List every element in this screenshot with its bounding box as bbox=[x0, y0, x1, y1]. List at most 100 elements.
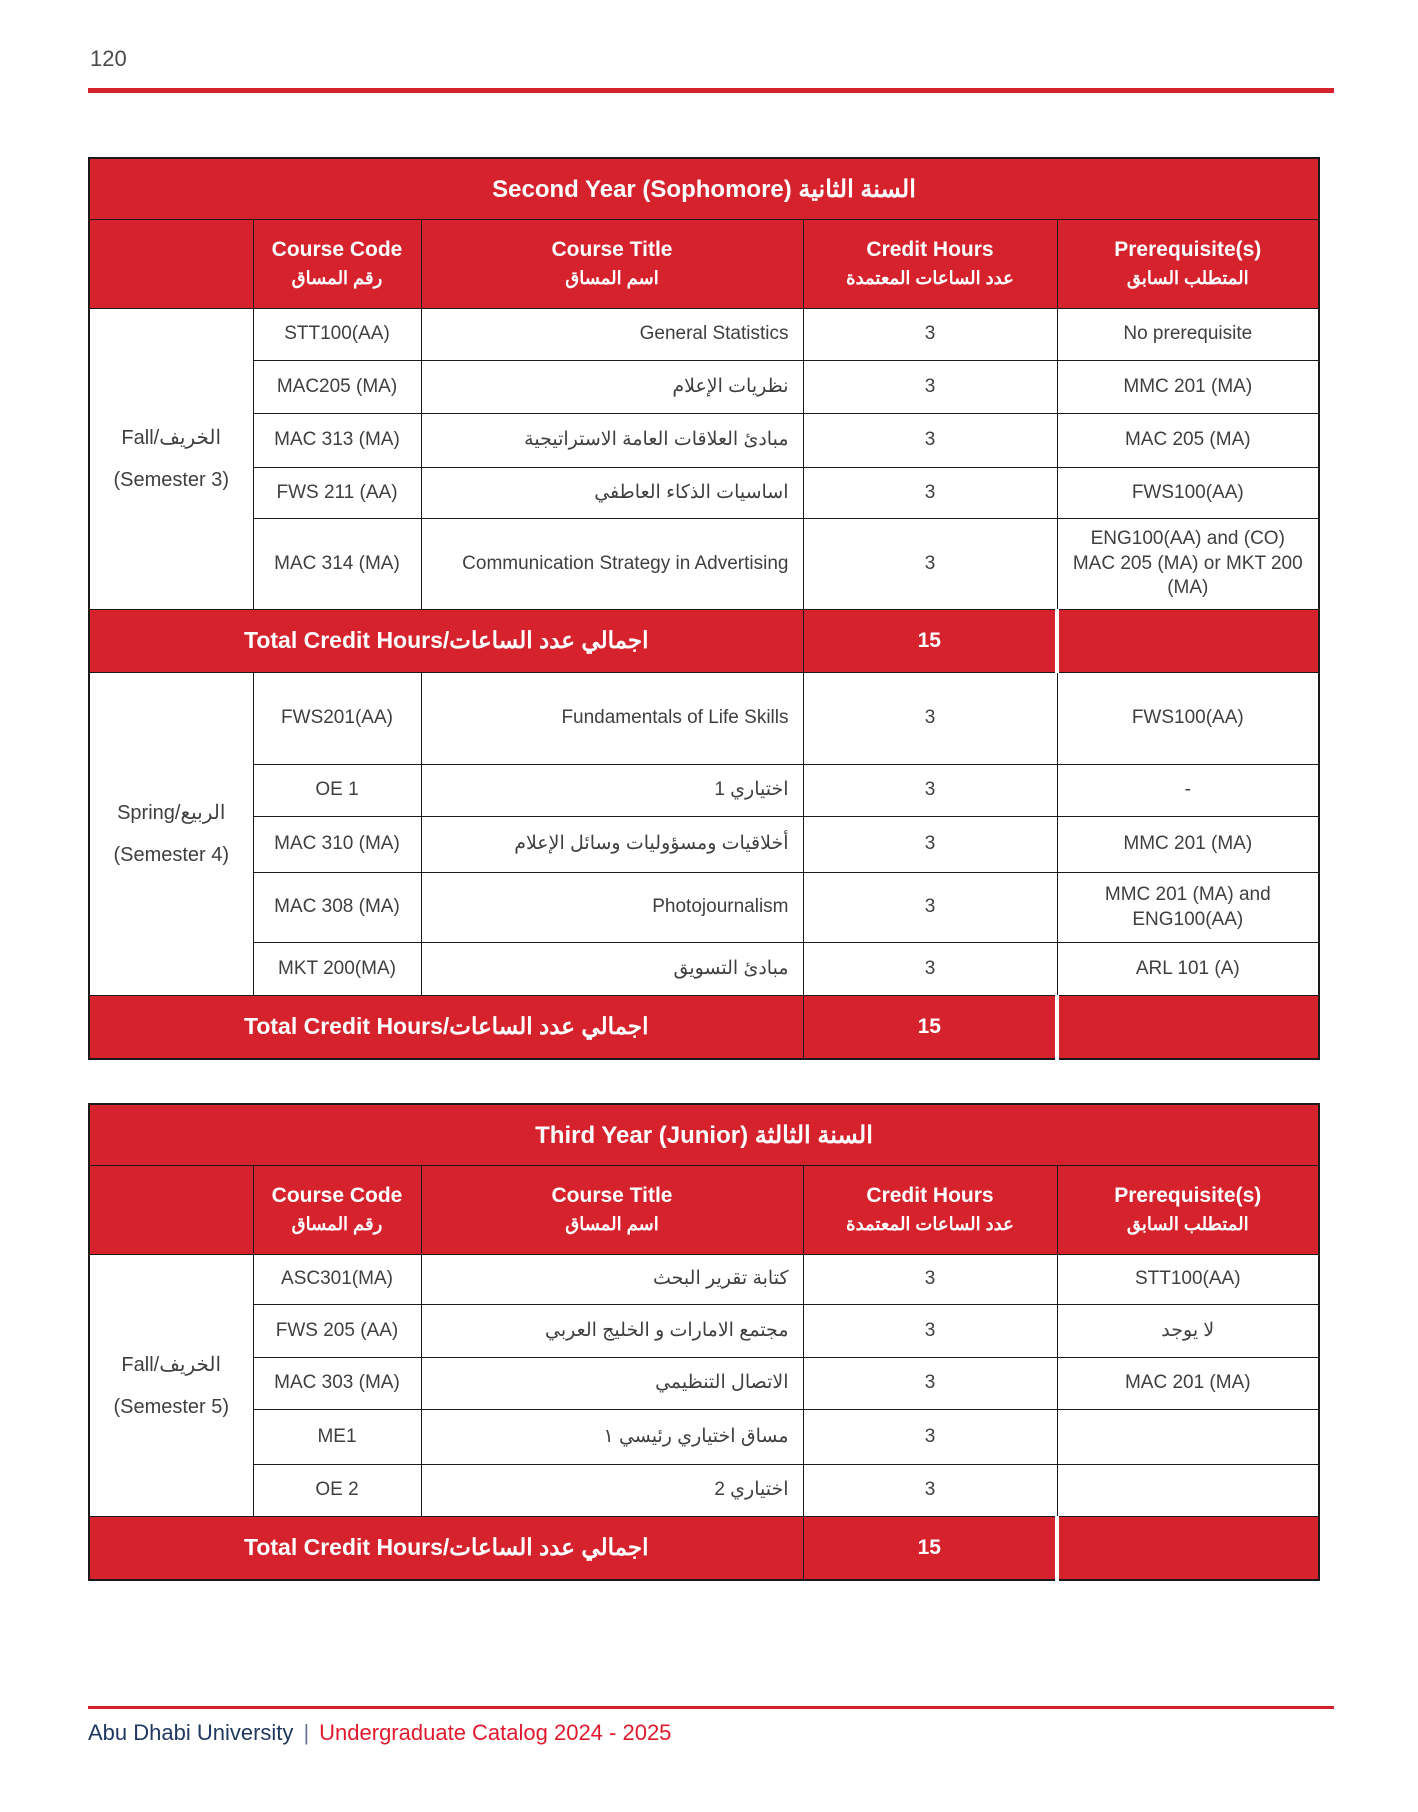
prerequisite-cell: ENG100(AA) and (CO) MAC 205 (MA) or MKT … bbox=[1056, 518, 1320, 610]
page-number: 120 bbox=[90, 46, 127, 71]
course-code-header-en: Course Code bbox=[271, 238, 403, 262]
top-rule-divider bbox=[88, 88, 1334, 93]
table-row: Fall/الخريف (Semester 3) STT100(AA) Gene… bbox=[88, 308, 1320, 610]
course-code-header-en: Course Code bbox=[271, 1184, 403, 1208]
course-title-cell: الاتصال التنظيمي bbox=[420, 1357, 804, 1410]
course-code-cell: MAC205 (MA) bbox=[252, 360, 422, 414]
course-title-header-ar: اسم المساق bbox=[565, 268, 659, 289]
second-year-table-title: Second Year (Sophomore) السنة الثانية bbox=[88, 157, 1320, 220]
course-title-cell: نظريات الإعلام bbox=[420, 360, 804, 414]
second-year-title-row: Second Year (Sophomore) السنة الثانية bbox=[88, 157, 1320, 220]
tables-area: Second Year (Sophomore) السنة الثانية Co… bbox=[88, 157, 1321, 1581]
semester-sublabel: (Semester 5) bbox=[113, 1395, 230, 1418]
table-row: MAC 310 (MA) أخلاقيات ومسؤوليات وسائل ال… bbox=[89, 816, 1320, 873]
credit-hours-cell: 3 bbox=[802, 1254, 1058, 1305]
course-title-cell: General Statistics bbox=[420, 308, 804, 361]
course-code-cell: OE 2 bbox=[252, 1464, 422, 1517]
course-code-header-ar: رقم المساق bbox=[291, 268, 383, 289]
course-title-cell: مبادئ التسويق bbox=[420, 942, 804, 996]
table-row: Fall/الخريف (Semester 5) ASC301(MA) كتاب… bbox=[88, 1254, 1320, 1517]
semester-sublabel: (Semester 4) bbox=[113, 844, 230, 866]
course-code-cell: FWS 205 (AA) bbox=[252, 1304, 422, 1358]
course-code-cell: MAC 314 (MA) bbox=[252, 518, 422, 610]
credit-hours-cell: 3 bbox=[802, 1409, 1058, 1465]
semester-cell-fall-3: Fall/الخريف (Semester 3) bbox=[88, 308, 254, 610]
course-title-header-en: Course Title bbox=[551, 1184, 673, 1208]
table-row: ME1 مساق اختياري رئيسي ١ 3 bbox=[89, 1409, 1320, 1465]
second-year-table: Second Year (Sophomore) السنة الثانية Co… bbox=[88, 157, 1321, 1060]
prerequisite-cell: MAC 205 (MA) bbox=[1056, 413, 1320, 468]
prerequisite-cell: No prerequisite bbox=[1056, 308, 1320, 361]
footer-catalog: Undergraduate Catalog 2024 - 2025 bbox=[319, 1720, 672, 1745]
course-title-cell: اختياري 1 bbox=[420, 764, 804, 817]
prerequisite-cell bbox=[1056, 1464, 1320, 1517]
total-credit-hours-value: 15 bbox=[802, 995, 1058, 1060]
table-row: MAC 313 (MA) مبادئ العلاقات العامة الاست… bbox=[89, 413, 1320, 468]
course-title-cell: Photojournalism bbox=[420, 872, 804, 943]
course-title-cell: اختياري 2 bbox=[420, 1464, 804, 1517]
credit-hours-cell: 3 bbox=[802, 764, 1058, 817]
footer-rule-divider bbox=[88, 1706, 1334, 1709]
page-footer: Abu Dhabi University | Undergraduate Catal… bbox=[88, 1720, 671, 1746]
total-empty-cell bbox=[1054, 995, 1320, 1060]
credit-hours-cell: 3 bbox=[802, 672, 1058, 765]
prerequisites-header-en: Prerequisite(s) bbox=[1114, 1184, 1262, 1208]
course-title-cell: كتابة تقرير البحث bbox=[420, 1254, 804, 1305]
total-empty-cell bbox=[1054, 609, 1320, 673]
column-header-course-code: Course Code رقم المساق bbox=[252, 219, 422, 309]
prerequisite-cell: MMC 201 (MA) and ENG100(AA) bbox=[1056, 872, 1320, 943]
semester-sublabel: (Semester 3) bbox=[113, 469, 230, 491]
credit-hours-cell: 3 bbox=[802, 413, 1058, 468]
course-code-cell: MKT 200(MA) bbox=[252, 942, 422, 996]
course-code-cell: ME1 bbox=[252, 1409, 422, 1465]
credit-hours-cell: 3 bbox=[802, 1464, 1058, 1517]
table-row: FWS 205 (AA) مجتمع الامارات و الخليج الع… bbox=[89, 1304, 1320, 1358]
third-year-title-row: Third Year (Junior) السنة الثالثة bbox=[88, 1103, 1320, 1166]
course-code-cell: MAC 308 (MA) bbox=[252, 872, 422, 943]
prerequisite-cell: ARL 101 (A) bbox=[1056, 942, 1320, 996]
credit-hours-cell: 3 bbox=[802, 872, 1058, 943]
prerequisite-cell: لا يوجد bbox=[1056, 1304, 1320, 1358]
third-year-table: Third Year (Junior) السنة الثالثة Course… bbox=[88, 1103, 1321, 1581]
credit-hours-cell: 3 bbox=[802, 942, 1058, 996]
column-header-prerequisites: Prerequisite(s) المتطلب السابق bbox=[1056, 219, 1320, 309]
course-title-cell: Communication Strategy in Advertising bbox=[420, 518, 804, 610]
course-title-header-ar: اسم المساق bbox=[565, 1214, 659, 1235]
total-row-fall-3: Total Credit Hours/اجمالي عدد الساعات 15 bbox=[88, 609, 1320, 673]
total-credit-hours-value: 15 bbox=[802, 1516, 1058, 1581]
total-credit-hours-label: Total Credit Hours/اجمالي عدد الساعات bbox=[88, 609, 804, 673]
semester-label: Spring/الربيع bbox=[117, 802, 226, 824]
semester-label: Fall/الخريف bbox=[121, 427, 222, 449]
course-code-cell: MAC 313 (MA) bbox=[252, 413, 422, 468]
prerequisite-cell bbox=[1056, 1409, 1320, 1465]
credit-hours-cell: 3 bbox=[802, 360, 1058, 414]
course-code-cell: OE 1 bbox=[252, 764, 422, 817]
course-title-cell: اساسيات الذكاء العاطفي bbox=[420, 467, 804, 519]
course-code-cell: MAC 310 (MA) bbox=[252, 816, 422, 873]
total-empty-cell bbox=[1054, 1516, 1320, 1581]
prerequisite-cell: MAC 201 (MA) bbox=[1056, 1357, 1320, 1410]
table-row: MAC 314 (MA) Communication Strategy in A… bbox=[89, 518, 1320, 610]
table-row: MAC 308 (MA) Photojournalism 3 MMC 201 (… bbox=[89, 872, 1320, 943]
column-header-course-title: Course Title اسم المساق bbox=[420, 1165, 804, 1255]
table-row: MAC205 (MA) نظريات الإعلام 3 MMC 201 (MA… bbox=[89, 360, 1320, 414]
column-header-course-code: Course Code رقم المساق bbox=[252, 1165, 422, 1255]
semester-cell-spring-4: Spring/الربيع (Semester 4) bbox=[88, 672, 254, 996]
course-code-cell: FWS201(AA) bbox=[252, 672, 422, 765]
credit-hours-header-en: Credit Hours bbox=[866, 1184, 994, 1208]
course-title-cell: Fundamentals of Life Skills bbox=[420, 672, 804, 765]
semester-cell-fall-5: Fall/الخريف (Semester 5) bbox=[88, 1254, 254, 1517]
table-row: FWS 211 (AA) اساسيات الذكاء العاطفي 3 FW… bbox=[89, 467, 1320, 519]
semester-column-header bbox=[88, 1165, 254, 1255]
course-title-cell: أخلاقيات ومسؤوليات وسائل الإعلام bbox=[420, 816, 804, 873]
total-row-fall-5: Total Credit Hours/اجمالي عدد الساعات 15 bbox=[88, 1516, 1320, 1581]
semester-column-header bbox=[88, 219, 254, 309]
prerequisites-header-en: Prerequisite(s) bbox=[1114, 238, 1262, 262]
credit-hours-cell: 3 bbox=[802, 1304, 1058, 1358]
total-credit-hours-label: Total Credit Hours/اجمالي عدد الساعات bbox=[88, 1516, 804, 1581]
prerequisite-cell: FWS100(AA) bbox=[1056, 467, 1320, 519]
table-row: MKT 200(MA) مبادئ التسويق 3 ARL 101 (A) bbox=[89, 942, 1320, 996]
course-title-cell: مجتمع الامارات و الخليج العربي bbox=[420, 1304, 804, 1358]
second-year-header-row: Course Code رقم المساق Course Title اسم … bbox=[88, 219, 1320, 309]
